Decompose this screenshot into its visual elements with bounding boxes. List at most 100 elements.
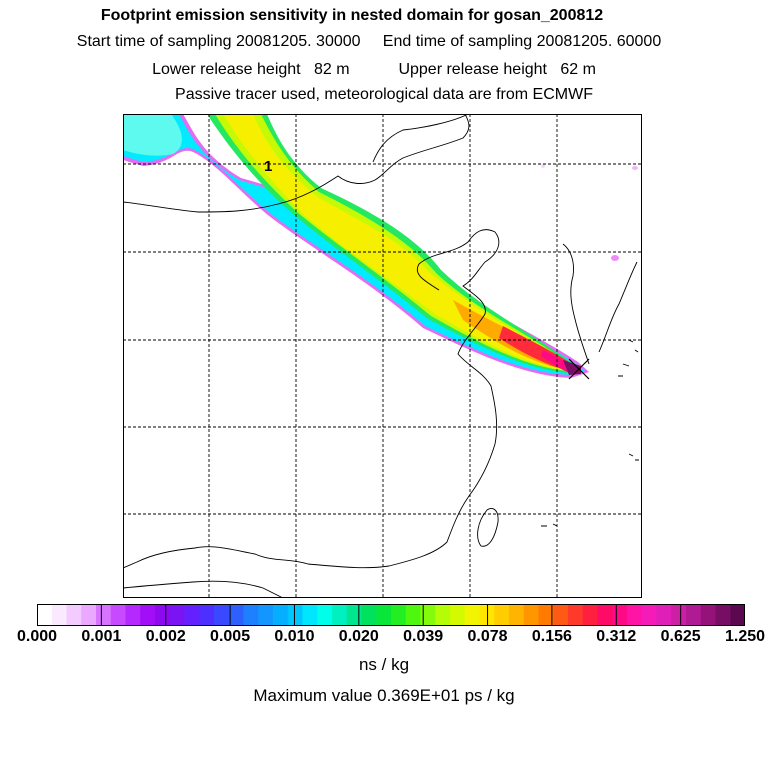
colorbar-tick-label: 0.010: [274, 628, 315, 645]
plume-fleck-3: [541, 164, 545, 168]
map-frame: [123, 114, 642, 598]
plume-yellow: [223, 114, 571, 370]
sampling-times-line: Start time of sampling 20081205. 30000 E…: [0, 33, 753, 51]
colorbar-cell: [346, 604, 363, 626]
colorbar-cell: [405, 604, 422, 626]
colorbar-cell: [494, 604, 510, 626]
colorbar-tick-label: 0.625: [660, 628, 701, 645]
colorbar-cell: [582, 604, 599, 626]
border-northeast: [372, 114, 469, 163]
colorbar-cell: [287, 604, 304, 626]
colorbar-tick-label: 0.000: [16, 628, 58, 645]
tracer-note: Passive tracer used, meteorological data…: [175, 86, 593, 103]
receptor-x-marker: [568, 358, 590, 380]
colorbar-cell: [641, 604, 658, 626]
colorbar-tick-label: 0.039: [403, 628, 444, 645]
colorbar-cell: [332, 604, 348, 626]
colorbar-cell: [686, 604, 702, 626]
upper-height-label: Upper release height: [398, 61, 547, 78]
colorbar-cell: [464, 604, 481, 626]
end-time-value: 20081205. 60000: [536, 33, 662, 50]
colorbar-cell: [700, 604, 717, 626]
end-time-label: End time of sampling: [382, 33, 533, 50]
colorbar-cell: [450, 604, 466, 626]
colorbar-units: ns / kg: [358, 655, 410, 674]
lower-height-label: Lower release height: [152, 61, 301, 78]
colorbar-cell: [538, 604, 554, 626]
contour-label: 1: [264, 158, 272, 175]
emission-plume: [123, 114, 638, 378]
colorbar: [37, 604, 745, 626]
colorbar-tick-label: 0.078: [467, 628, 508, 645]
max-value-label: Maximum value: [253, 686, 373, 705]
plot-title: Footprint emission sensitivity in nested…: [100, 7, 604, 24]
colorbar-cell: [656, 604, 672, 626]
coast-taiwan: [477, 508, 499, 547]
colorbar-cell: [553, 604, 569, 626]
colorbar-tick-label: 0.020: [338, 628, 379, 645]
lower-height-value: 82 m: [313, 61, 350, 78]
colorbar-cell: [169, 604, 186, 626]
coast-bohai: [123, 229, 500, 569]
max-value-number: 0.369E+01: [377, 686, 460, 705]
upper-height-value: 62 m: [560, 61, 596, 78]
plume-fleck-2: [632, 166, 638, 170]
colorbar-tick-label: 0.005: [210, 628, 251, 645]
colorbar-cell: [420, 604, 436, 626]
colorbar-cells: [37, 604, 745, 626]
colorbar-cell: [509, 604, 525, 626]
colorbar-cell: [376, 604, 392, 626]
colorbar-cell: [361, 604, 377, 626]
colorbar-cell: [228, 604, 245, 626]
colorbar-cell: [597, 604, 613, 626]
colorbar-cell: [96, 604, 112, 626]
colorbar-cell: [66, 604, 82, 626]
colorbar-tick-label: 1.250: [724, 628, 766, 645]
colorbar-cell: [273, 604, 289, 626]
colorbar-tick-label: 0.001: [81, 628, 122, 645]
colorbar-cell: [81, 604, 97, 626]
colorbar-cell: [568, 604, 584, 626]
colorbar-cell: [523, 604, 540, 626]
colorbar-cell: [391, 604, 407, 626]
colorbar-cell: [612, 604, 628, 626]
colorbar-cell: [155, 604, 171, 626]
colorbar-cell: [243, 604, 259, 626]
max-value-units: ps / kg: [464, 686, 515, 705]
colorbar-cell: [140, 604, 156, 626]
footprint-map: 1: [123, 114, 642, 598]
start-time-value: 20081205. 30000: [235, 33, 361, 50]
border-north: [123, 114, 470, 213]
colorbar-cell: [715, 604, 731, 626]
coast-south-china: [123, 580, 284, 598]
release-heights-line: Lower release height 82 m Upper release …: [0, 61, 758, 79]
receptor-x-stroke-2: [568, 358, 590, 380]
colorbar-cell: [37, 604, 53, 626]
map-grid: [123, 114, 642, 598]
colorbar-tick-label: 0.156: [531, 628, 572, 645]
colorbar-cell: [184, 604, 200, 626]
colorbar-cell: [302, 604, 318, 626]
colorbar-cell: [435, 604, 451, 626]
coast-korea: [562, 243, 638, 365]
colorbar-cell: [51, 604, 68, 626]
colorbar-tick-label: 0.002: [145, 628, 186, 645]
colorbar-cell: [730, 604, 745, 626]
plume-fleck-1: [611, 255, 619, 261]
colorbar-frame: [37, 604, 745, 626]
plume-cyan-light: [123, 114, 182, 156]
colorbar-cell: [627, 604, 643, 626]
colorbar-cell: [317, 604, 333, 626]
colorbar-cell: [110, 604, 127, 626]
colorbar-cell: [214, 604, 230, 626]
colorbar-cell: [671, 604, 687, 626]
colorbar-cell: [199, 604, 215, 626]
colorbar-dividers: [100, 604, 682, 626]
coast-islands-east: [541, 339, 639, 527]
start-time-label: Start time of sampling: [76, 33, 232, 50]
colorbar-tick-label: 0.312: [596, 628, 637, 645]
coastlines-and-borders: [123, 114, 639, 598]
colorbar-cell: [125, 604, 141, 626]
maximum-value-line: Maximum value 0.369E+01 ps / kg: [0, 686, 768, 706]
colorbar-cell: [258, 604, 274, 626]
